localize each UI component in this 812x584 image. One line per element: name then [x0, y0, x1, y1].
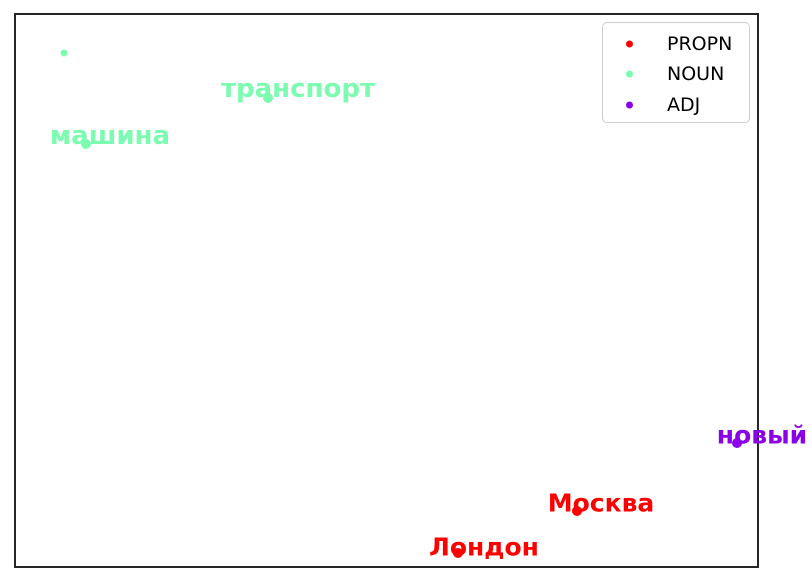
legend-label-adj: ADJ	[667, 94, 701, 116]
plot-area: транспорт машина новый Москва Лондон	[14, 13, 807, 568]
plot-frame	[14, 13, 759, 568]
word-label-moskva[interactable]: Москва	[547, 488, 655, 518]
legend-entry-adj[interactable]: ADJ	[603, 90, 749, 120]
word-label-novyi[interactable]: новый	[716, 420, 808, 450]
legend-marker-propn-icon	[626, 40, 633, 48]
point-marker[interactable]	[732, 438, 742, 448]
point-marker[interactable]	[453, 548, 463, 558]
word-label-london[interactable]: Лондон	[429, 532, 539, 562]
legend: PROPN NOUN ADJ	[602, 22, 750, 123]
legend-entry-propn[interactable]: PROPN	[603, 29, 749, 59]
legend-marker-adj-icon	[626, 101, 633, 109]
point-marker[interactable]	[81, 139, 91, 149]
word-label-transport[interactable]: транспорт	[220, 74, 376, 104]
legend-entry-noun[interactable]: NOUN	[603, 59, 749, 89]
point-marker[interactable]	[60, 49, 68, 57]
point-marker[interactable]	[263, 93, 273, 103]
legend-label-noun: NOUN	[667, 63, 725, 85]
legend-marker-noun-icon	[626, 70, 633, 78]
word-label-mashina[interactable]: машина	[49, 121, 171, 151]
point-marker[interactable]	[572, 506, 582, 516]
legend-label-propn: PROPN	[667, 33, 733, 55]
